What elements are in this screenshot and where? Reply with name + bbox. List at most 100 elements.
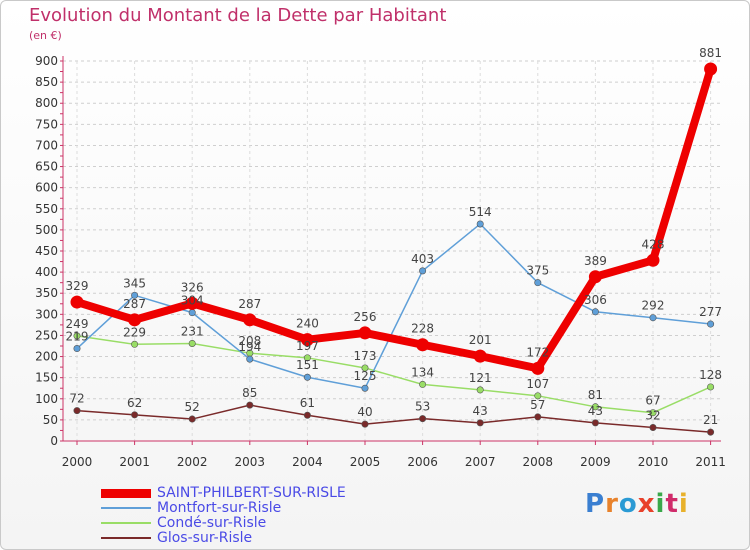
x-tick-label: 2006	[407, 455, 438, 469]
y-tick-label: 100	[35, 392, 58, 406]
data-point	[588, 270, 602, 284]
data-label: 375	[526, 264, 549, 278]
data-point	[419, 380, 427, 388]
data-point	[476, 419, 484, 427]
x-tick-label: 2000	[62, 455, 93, 469]
x-tick-label: 2005	[350, 455, 381, 469]
data-point	[243, 313, 257, 327]
data-label: 229	[123, 325, 146, 339]
data-point	[303, 373, 311, 381]
data-label: 173	[354, 349, 377, 363]
data-label: 72	[69, 392, 84, 406]
data-label: 329	[66, 279, 89, 293]
data-label: 197	[296, 339, 319, 353]
data-label: 249	[66, 317, 89, 331]
data-point	[416, 338, 430, 352]
legend-item: SAINT-PHILBERT-SUR-RISLE	[101, 485, 346, 501]
data-point	[649, 409, 657, 417]
data-label: 67	[645, 394, 660, 408]
data-point	[70, 295, 84, 309]
data-label: 81	[588, 388, 603, 402]
data-point	[361, 364, 369, 372]
data-point	[73, 332, 81, 340]
y-tick-label: 850	[35, 75, 58, 89]
data-point	[246, 355, 254, 363]
series-line	[76, 404, 712, 433]
x-tick-label: 2010	[638, 455, 669, 469]
legend-label: Glos-sur-Risle	[157, 530, 253, 546]
data-label: 306	[584, 293, 607, 307]
gridlines	[63, 60, 721, 441]
data-label: 287	[238, 297, 261, 311]
data-point	[128, 313, 142, 327]
logo-letter: t	[665, 489, 679, 519]
data-label: 256	[354, 310, 377, 324]
data-label: 134	[411, 365, 434, 379]
legend-item: Glos-sur-Risle	[101, 530, 252, 546]
chart-title: Evolution du Montant de la Dette par Hab…	[29, 5, 447, 26]
series-lines	[70, 62, 718, 436]
data-label: 201	[469, 333, 492, 347]
legend-label: SAINT-PHILBERT-SUR-RISLE	[157, 485, 346, 501]
proxiti-logo: Proxiti	[585, 489, 689, 519]
logo-letter: r	[605, 489, 619, 519]
x-tick-label: 2001	[119, 455, 150, 469]
data-point	[303, 411, 311, 419]
chart-subtitle: (en €)	[29, 29, 62, 42]
data-point	[646, 253, 660, 267]
data-label: 881	[699, 46, 722, 60]
legend-swatch	[101, 522, 151, 524]
data-point	[649, 423, 657, 431]
data-label: 194	[238, 340, 261, 354]
data-point	[419, 415, 427, 423]
data-point	[707, 383, 715, 391]
y-tick-label: 600	[35, 181, 58, 195]
data-label: 57	[530, 398, 545, 412]
legend-item: Montfort-sur-Risle	[101, 500, 281, 516]
data-point	[476, 386, 484, 394]
logo-letter: x	[637, 489, 656, 519]
data-label: 53	[415, 400, 430, 414]
x-tick-label: 2011	[695, 455, 726, 469]
data-label: 428	[642, 237, 665, 251]
data-label: 43	[473, 404, 488, 418]
y-tick-label: 150	[35, 371, 58, 385]
y-tick-label: 650	[35, 160, 58, 174]
data-point	[188, 415, 196, 423]
x-tick-label: 2002	[177, 455, 208, 469]
y-tick-label: 250	[35, 328, 58, 342]
data-point	[534, 392, 542, 400]
data-point	[188, 309, 196, 317]
data-label: 345	[123, 276, 146, 290]
data-label: 219	[66, 330, 89, 344]
data-label: 85	[242, 386, 257, 400]
data-label: 326	[181, 280, 204, 294]
data-point	[534, 413, 542, 421]
y-tick-label: 0	[50, 434, 58, 448]
data-point	[704, 62, 718, 76]
data-label: 277	[699, 305, 722, 319]
x-tick-label: 2004	[292, 455, 323, 469]
x-tick-label: 2003	[235, 455, 266, 469]
data-label: 228	[411, 322, 434, 336]
data-point	[591, 308, 599, 316]
legend-swatch	[101, 507, 151, 509]
data-point	[303, 354, 311, 362]
data-label: 32	[645, 408, 660, 422]
data-point	[531, 361, 545, 375]
data-point	[476, 220, 484, 228]
data-point	[361, 384, 369, 392]
data-point	[707, 320, 715, 328]
data-point	[131, 291, 139, 299]
data-point	[185, 296, 199, 310]
data-point	[361, 420, 369, 428]
y-tick-label: 500	[35, 223, 58, 237]
legend-swatch	[101, 537, 151, 539]
y-tick-label: 700	[35, 138, 58, 152]
series-line	[73, 65, 715, 373]
data-point	[419, 267, 427, 275]
data-point	[131, 411, 139, 419]
logo-letter: P	[585, 489, 606, 519]
logo-letter: i	[655, 489, 666, 519]
line-chart: 0 50 100 150 200 250 300 350 400 450 500 550 600 650 7…	[35, 46, 726, 469]
